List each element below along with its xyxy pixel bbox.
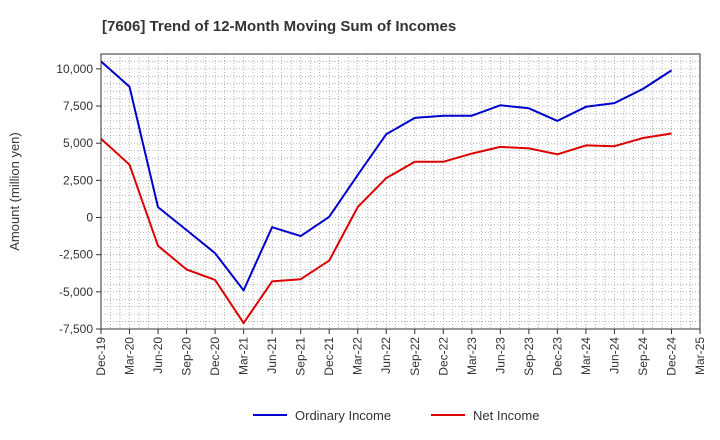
grid xyxy=(101,54,700,329)
x-tick-label: Jun-24 xyxy=(607,337,621,374)
y-tick-label: -2,500 xyxy=(59,248,93,262)
legend: Ordinary Income Net Income xyxy=(253,408,539,423)
x-tick-label: Sep-22 xyxy=(408,337,422,376)
y-axis-label: Amount (million yen) xyxy=(7,132,22,251)
x-tick-label: Mar-25 xyxy=(693,337,707,375)
y-axis: 10,000 7,500 5,000 2,500 0 -2,500 -5,000 -7,500 xyxy=(56,62,101,336)
x-tick-label: Sep-24 xyxy=(636,337,650,376)
y-tick-label: 7,500 xyxy=(63,99,93,113)
x-tick-label: Dec-19 xyxy=(94,337,108,376)
legend-label: Ordinary Income xyxy=(295,408,391,423)
y-tick-label: 5,000 xyxy=(63,136,93,150)
legend-label: Net Income xyxy=(473,408,539,423)
x-tick-label: Mar-22 xyxy=(351,337,365,375)
x-tick-label: Sep-23 xyxy=(522,337,536,376)
x-tick-label: Mar-23 xyxy=(465,337,479,375)
y-tick-label: 0 xyxy=(86,211,93,225)
series-line-net-income xyxy=(100,132,672,325)
y-tick-label: 10,000 xyxy=(56,62,93,76)
x-tick-label: Dec-24 xyxy=(664,337,678,376)
x-tick-label: Dec-23 xyxy=(550,337,564,376)
chart-title: [7606] Trend of 12-Month Moving Sum of I… xyxy=(102,18,456,35)
series-lines xyxy=(100,60,673,325)
x-tick-label: Sep-21 xyxy=(294,337,308,376)
x-tick-label: Jun-22 xyxy=(379,337,393,374)
series-line-ordinary-income xyxy=(100,60,673,292)
y-tick-label: -7,500 xyxy=(59,322,93,336)
x-tick-label: Mar-21 xyxy=(237,337,251,375)
x-tick-label: Mar-20 xyxy=(123,337,137,375)
x-tick-label: Dec-20 xyxy=(208,337,222,376)
x-tick-label: Sep-20 xyxy=(180,337,194,376)
x-tick-label: Jun-21 xyxy=(265,337,279,374)
plot-frame xyxy=(100,53,701,330)
x-tick-label: Jun-23 xyxy=(493,337,507,374)
x-tick-label: Jun-20 xyxy=(151,337,165,374)
x-axis: Dec-19 Mar-20 Jun-20 Sep-20 Dec-20 Mar-21 Jun-… xyxy=(94,329,707,376)
x-tick-label: Mar-24 xyxy=(579,337,593,375)
x-tick-label: Dec-22 xyxy=(436,337,450,376)
y-tick-label: 2,500 xyxy=(63,173,93,187)
y-tick-label: -5,000 xyxy=(59,285,93,299)
x-tick-label: Dec-21 xyxy=(322,337,336,376)
